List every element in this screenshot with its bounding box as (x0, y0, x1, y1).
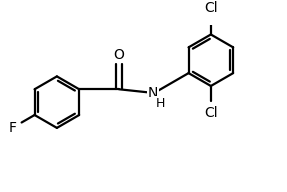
Text: Cl: Cl (204, 106, 218, 120)
Text: O: O (114, 48, 125, 62)
Text: H: H (156, 97, 165, 110)
Text: F: F (9, 121, 17, 135)
Text: N: N (148, 86, 158, 99)
Text: Cl: Cl (204, 1, 218, 15)
